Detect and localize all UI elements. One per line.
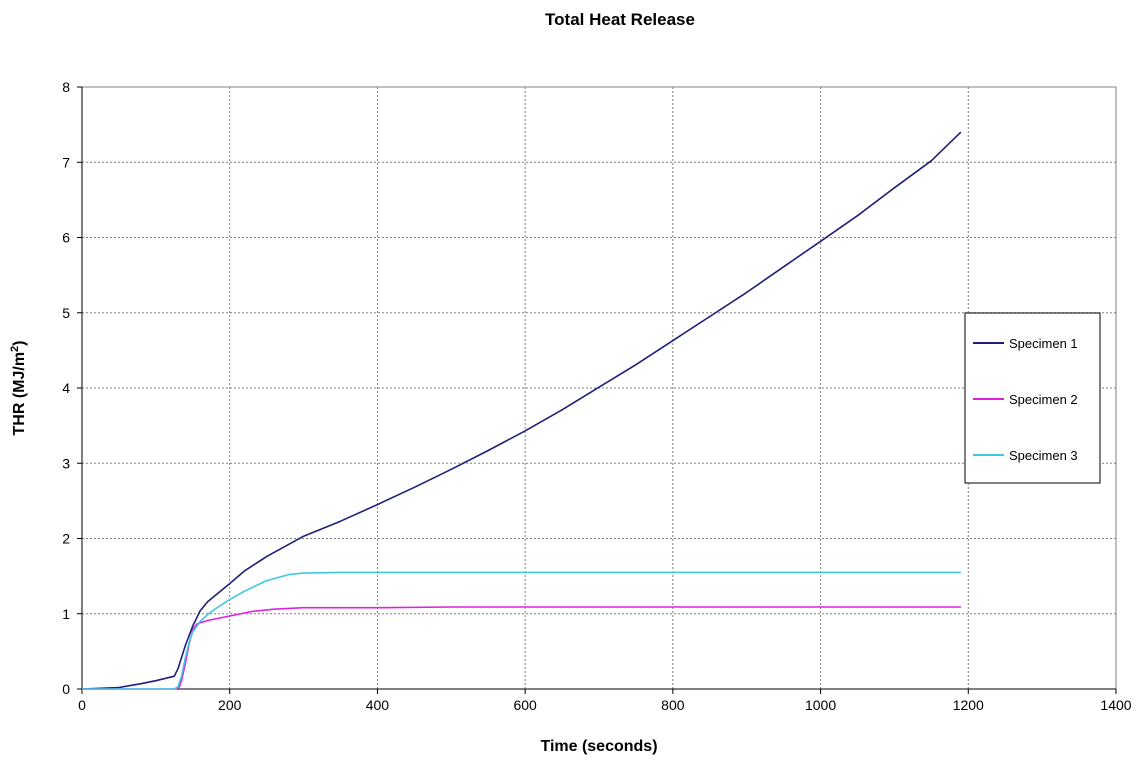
y-axis-ticks: 0 1 2 3 4 5 6 7 8	[62, 79, 83, 697]
legend: Specimen 1 Specimen 2 Specimen 3	[964, 312, 1101, 484]
x-tick-label: 1000	[805, 697, 836, 713]
x-tick-label: 400	[366, 697, 390, 713]
x-tick-label: 200	[218, 697, 242, 713]
x-tick-label: 800	[661, 697, 685, 713]
x-tick-label: 0	[78, 697, 86, 713]
x-axis-label: Time (seconds)	[540, 738, 657, 755]
legend-label-specimen-2: Specimen 2	[1009, 392, 1078, 407]
series-layer	[81, 131, 962, 690]
y-tick-label: 0	[62, 681, 70, 697]
y-axis-label-main: THR (MJ/m	[11, 352, 28, 436]
x-tick-label: 600	[513, 697, 537, 713]
series-line-specimen-1	[81, 131, 962, 690]
y-tick-label: 5	[62, 305, 70, 321]
y-tick-label: 1	[62, 606, 70, 622]
chart-title: Total Heat Release	[545, 10, 695, 29]
y-tick-label: 6	[62, 230, 70, 246]
y-tick-label: 7	[62, 154, 70, 170]
y-tick-label: 4	[62, 380, 70, 396]
y-axis-label: THR (MJ/m2)	[9, 340, 28, 435]
y-tick-label: 2	[62, 531, 70, 547]
legend-label-specimen-1: Specimen 1	[1009, 336, 1078, 351]
x-axis-ticks: 0 200 400 600 800 1000 1200 1400	[78, 688, 1132, 713]
legend-label-specimen-3: Specimen 3	[1009, 448, 1078, 463]
series-line-specimen-3	[82, 571, 961, 690]
y-tick-label: 3	[62, 455, 70, 471]
series-line-specimen-2	[82, 606, 961, 690]
y-tick-label: 8	[62, 79, 70, 95]
y-axis-label-sup: 2	[9, 346, 21, 352]
x-tick-label: 1200	[953, 697, 984, 713]
x-tick-label: 1400	[1100, 697, 1131, 713]
y-axis-label-close: )	[11, 340, 28, 345]
